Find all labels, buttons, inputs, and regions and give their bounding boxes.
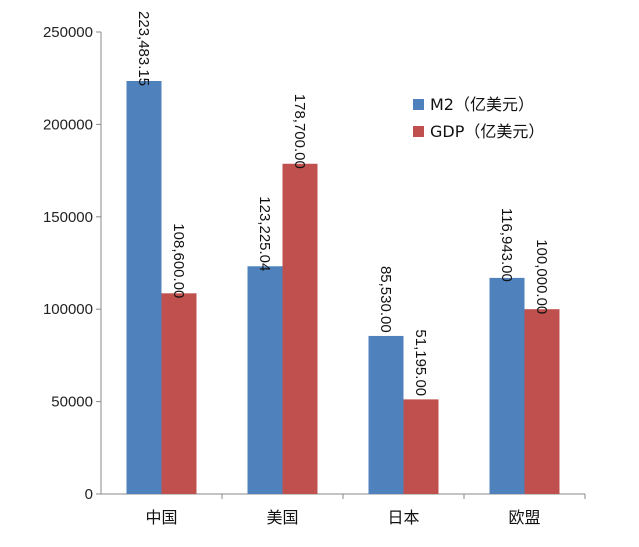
x-category-label: 日本 — [387, 508, 419, 527]
x-axis-categories: 中国 美国 日本 欧盟 — [145, 494, 586, 527]
bars — [126, 81, 560, 495]
bar-m2 — [368, 335, 404, 494]
data-label: 123,225.04 — [256, 196, 273, 271]
data-label: 51,195.00 — [412, 329, 429, 396]
bar-m2 — [489, 277, 525, 494]
x-category-label: 中国 — [145, 508, 177, 527]
y-tick-label: 250000 — [43, 24, 93, 41]
data-label: 223,483.15 — [135, 11, 152, 86]
bar-gdp — [282, 163, 318, 495]
legend-swatch — [413, 126, 424, 137]
bar-gdp — [161, 293, 197, 494]
bar-gdp — [524, 309, 560, 494]
y-tick-label: 0 — [85, 486, 93, 503]
y-tick-label: 200000 — [43, 116, 93, 133]
legend-label: GDP（亿美元） — [430, 122, 544, 141]
data-label: 178,700.00 — [291, 94, 308, 169]
bar-m2 — [247, 266, 283, 494]
legend-swatch — [413, 99, 424, 110]
data-label: 85,530.00 — [377, 266, 394, 333]
bar-gdp — [403, 399, 439, 494]
y-tick-label: 150000 — [43, 209, 93, 226]
data-label: 100,000.00 — [533, 239, 550, 314]
data-label: 108,600.00 — [170, 223, 187, 298]
legend: M2（亿美元） GDP（亿美元） — [413, 95, 544, 141]
y-axis-ticks: 0 50000 100000 150000 200000 250000 — [43, 24, 101, 503]
y-tick-label: 50000 — [51, 394, 93, 411]
bar-m2 — [126, 81, 162, 494]
x-category-label: 欧盟 — [508, 508, 540, 527]
data-label: 116,943.00 — [498, 208, 515, 282]
y-tick-label: 100000 — [43, 301, 93, 318]
legend-label: M2（亿美元） — [430, 95, 534, 114]
x-category-label: 美国 — [266, 508, 298, 527]
data-labels: 223,483.15 108,600.00 123,225.04 178,700.00… — [135, 11, 550, 396]
